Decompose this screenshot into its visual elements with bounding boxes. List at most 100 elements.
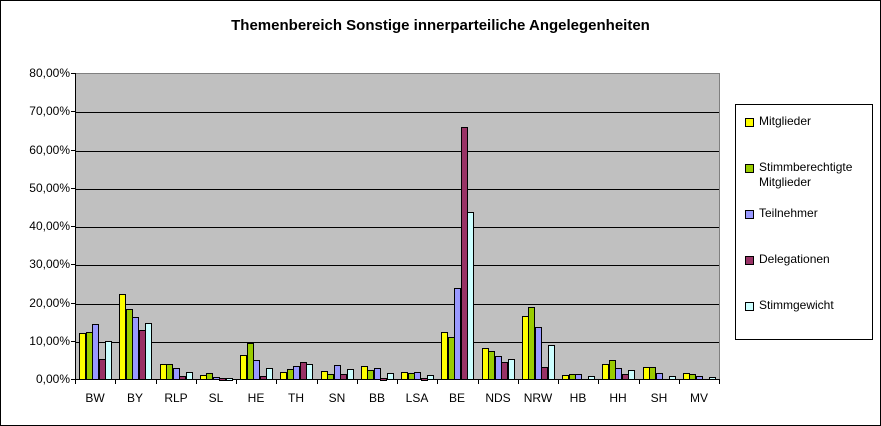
bar-stimmberechtigte-mitglieder-sn <box>327 374 334 380</box>
bar-delegationen-nrw <box>541 367 548 380</box>
x-tick-mark <box>598 379 599 384</box>
bar-stimmgewicht-he <box>266 368 273 380</box>
bar-mitglieder-by <box>119 294 126 380</box>
x-tick-mark <box>437 379 438 384</box>
bar-teilnehmer-sn <box>334 365 341 380</box>
x-tick-mark <box>115 379 116 384</box>
bar-stimmgewicht-nrw <box>548 345 555 380</box>
legend-label: Stimmberechtigte Mitglieder <box>759 160 853 189</box>
x-tick-label: NDS <box>485 391 511 405</box>
bar-stimmgewicht-mv <box>709 377 716 380</box>
legend-item: Stimmberechtigte Mitglieder <box>745 160 879 190</box>
legend-label: Mitglieder <box>759 114 812 128</box>
chart-title: Themenbereich Sonstige innerparteiliche … <box>231 17 650 34</box>
x-tick-mark <box>276 379 277 384</box>
bar-teilnehmer-rlp <box>173 368 180 380</box>
bar-stimmgewicht-hh <box>628 370 635 380</box>
bar-stimmberechtigte-mitglieder-nrw <box>528 307 535 380</box>
bar-stimmgewicht-rlp <box>186 372 193 380</box>
y-tick-label: 40,00% <box>29 219 70 233</box>
bar-stimmgewicht-sn <box>347 369 354 380</box>
gridline <box>75 188 719 190</box>
x-tick-label: LSA <box>405 391 429 405</box>
x-tick-label: HB <box>569 391 587 405</box>
bar-stimmberechtigte-mitglieder-sh <box>649 367 656 380</box>
legend-swatch-icon <box>745 118 754 127</box>
x-tick-mark <box>719 379 720 384</box>
x-tick-mark <box>478 379 479 384</box>
x-tick-mark <box>317 379 318 384</box>
bar-stimmberechtigte-mitglieder-sl <box>206 373 213 380</box>
y-tick-mark <box>71 379 75 380</box>
bar-teilnehmer-mv <box>696 376 703 380</box>
x-tick-label: NRW <box>523 391 553 405</box>
y-tick-mark <box>71 226 75 227</box>
bar-stimmgewicht-nds <box>508 359 515 380</box>
bar-teilnehmer-lsa <box>414 372 421 380</box>
bar-mitglieder-bw <box>79 333 86 380</box>
legend-item: Teilnehmer <box>745 206 879 221</box>
x-tick-mark <box>558 379 559 384</box>
x-tick-label: SL <box>208 391 224 405</box>
bar-teilnehmer-be <box>454 288 461 380</box>
x-tick-mark <box>397 379 398 384</box>
x-tick-label: SN <box>328 391 346 405</box>
legend-item: Mitglieder <box>745 114 879 129</box>
y-tick-mark <box>71 264 75 266</box>
x-tick-mark <box>639 379 640 384</box>
bar-teilnehmer-sh <box>656 373 663 380</box>
bar-stimmgewicht-th <box>306 364 313 380</box>
bar-delegationen-sn <box>340 374 347 380</box>
gridline <box>75 150 719 152</box>
bar-stimmgewicht-be <box>467 212 474 380</box>
bar-stimmgewicht-bb <box>387 373 394 380</box>
x-tick-label: BY <box>126 391 143 405</box>
gridline <box>75 341 719 343</box>
y-tick-mark <box>71 73 75 74</box>
bar-stimmgewicht-by <box>145 323 152 380</box>
x-tick-label: SH <box>650 391 668 405</box>
bar-teilnehmer-hb <box>575 374 582 380</box>
bar-stimmgewicht-lsa <box>427 375 434 380</box>
gridline <box>75 303 719 305</box>
x-tick-mark <box>518 379 519 384</box>
bar-delegationen-sl <box>219 378 226 381</box>
legend-label: Teilnehmer <box>759 206 818 220</box>
bar-teilnehmer-bb <box>374 368 381 380</box>
x-tick-mark <box>75 379 76 384</box>
legend-item: Stimmgewicht <box>745 298 879 313</box>
x-tick-mark <box>679 379 680 384</box>
y-tick-label: 70,00% <box>29 104 70 119</box>
y-tick-mark <box>71 149 75 151</box>
x-tick-mark <box>357 379 358 384</box>
bar-stimmgewicht-sl <box>226 378 233 381</box>
bar-delegationen-nds <box>501 362 508 380</box>
bar-mitglieder-th <box>280 372 287 380</box>
y-tick-mark <box>71 340 75 342</box>
bar-stimmgewicht-hb <box>588 376 595 380</box>
bar-mitglieder-hb <box>562 375 569 380</box>
x-tick-label: RLP <box>164 391 188 405</box>
y-tick-label: 50,00% <box>29 180 70 195</box>
legend: Mitglieder Stimmberechtigte Mitglieder Tei… <box>735 104 873 340</box>
bar-teilnehmer-hh <box>615 368 622 380</box>
bar-mitglieder-be <box>441 332 448 380</box>
x-tick-label: TH <box>288 391 304 405</box>
bar-mitglieder-he <box>240 355 247 380</box>
bar-teilnehmer-th <box>293 366 300 380</box>
y-tick-mark <box>71 111 75 113</box>
y-tick-label: 20,00% <box>29 295 70 310</box>
bar-teilnehmer-he <box>253 360 260 380</box>
x-tick-label: HH <box>609 391 627 405</box>
bar-stimmberechtigte-mitglieder-bb <box>367 370 374 380</box>
y-tick-label: 60,00% <box>29 142 70 157</box>
y-tick-label: 10,00% <box>29 333 70 348</box>
bar-stimmgewicht-sh <box>669 376 676 380</box>
x-tick-label: BB <box>368 391 385 405</box>
x-tick-label: BE <box>448 391 465 405</box>
y-tick-label: 30,00% <box>29 257 70 272</box>
x-tick-mark <box>196 379 197 384</box>
x-tick-mark <box>236 379 237 384</box>
bar-stimmberechtigte-mitglieder-mv <box>689 374 696 380</box>
bar-stimmberechtigte-mitglieder-rlp <box>166 364 173 380</box>
